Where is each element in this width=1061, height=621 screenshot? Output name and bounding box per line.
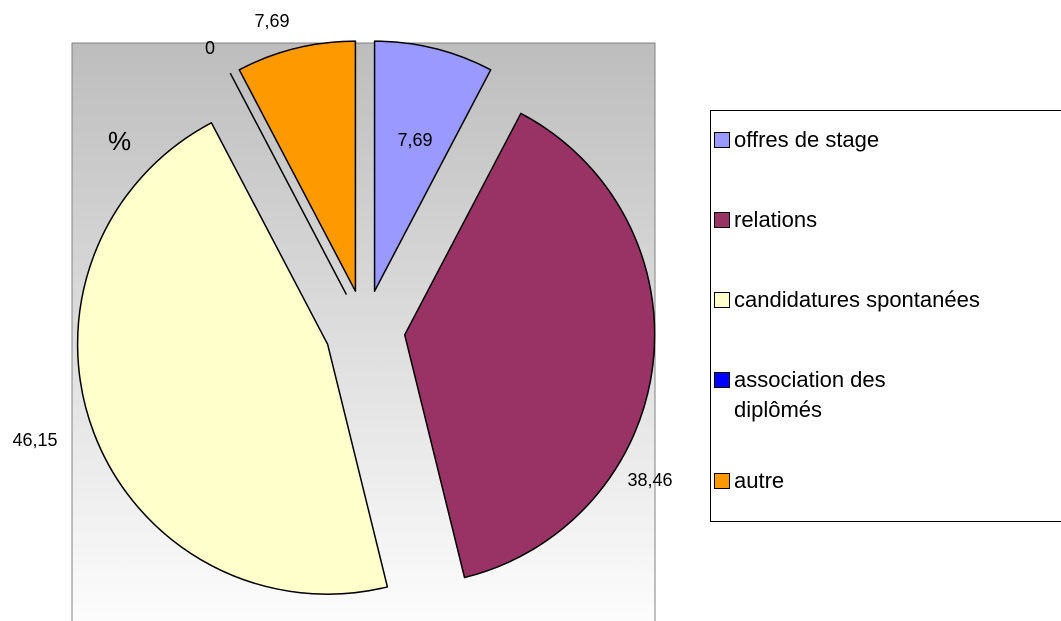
legend-swatch [714,372,730,388]
legend-item: offres de stage [714,125,879,155]
pie-slice [238,40,357,292]
pie-slice [229,72,348,295]
legend-label: relations [734,207,818,232]
legend-item: autre [714,466,784,496]
annotation: % [108,126,131,156]
legend-swatch [714,473,730,489]
data-label: 7,69 [397,130,432,150]
legend-label: autre [734,468,785,493]
legend-swatch [714,292,730,308]
legend: offres de stage relations candidatures spo… [710,110,1061,522]
legend-label: candidatures spontanées [734,287,980,312]
data-label: 7,69 [254,11,289,31]
data-label: 38,46 [627,470,672,490]
legend-swatch [714,132,730,148]
legend-label: association des diplômés [734,367,886,422]
pie-slice [403,112,656,579]
pie-slice [373,40,492,292]
legend-label: offres de stage [734,127,880,152]
legend-item: relations [714,205,817,235]
legend-item: candidatures spontanées [714,285,980,315]
pie [76,40,656,595]
legend-item: association des diplômés [714,365,954,425]
legend-swatch [714,212,730,228]
data-label: 46,15 [12,430,57,450]
data-label: 0 [205,38,215,58]
pie-slice [76,122,389,595]
